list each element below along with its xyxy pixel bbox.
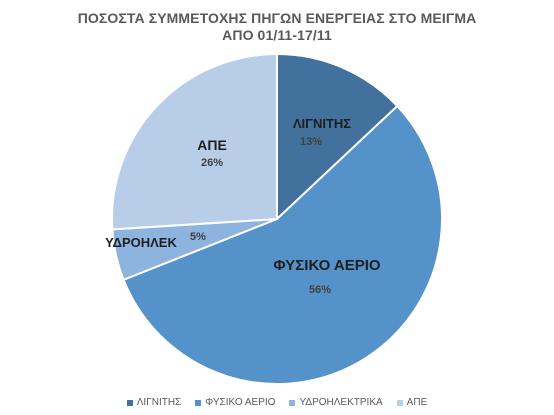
legend-label-lignite: ΛΙΓΝΙΤΗΣ [136, 397, 182, 408]
legend-label-res: ΑΠΕ [406, 397, 428, 408]
pie-slice-natural-gas [122, 104, 443, 385]
slice-label-res: ΑΠΕ [197, 137, 227, 153]
slice-percent-natural-gas: 56% [309, 284, 331, 296]
legend-item-lignite: ΛΙΓΝΙΤΗΣ [126, 397, 182, 408]
legend-item-hydro: ΥΔΡΟΗΛΕΚΤΡΙΚΑ [289, 397, 383, 408]
chart-legend: ΛΙΓΝΙΤΗΣ ΦΥΣΙΚΟ ΑΕΡΙΟ ΥΔΡΟΗΛΕΚΤΡΙΚΑ ΑΠΕ [0, 397, 554, 408]
pie-slice-res [111, 52, 278, 231]
slice-percent-lignite: 13% [300, 136, 322, 148]
legend-swatch-hydro [289, 399, 296, 406]
pie-labels: ΛΙΓΝΙΤΗΣ 13% ΦΥΣΙΚΟ ΑΕΡΙΟ 56% ΥΔΡΟΗΛΕΚ 5% ΑΠΕ 2… [105, 116, 381, 296]
chart-title-line-2: ΑΠΟ 01/11-17/11 [222, 27, 332, 43]
chart-title-line-1: ΠΟΣΟΣΤΑ ΣΥΜΜΕΤΟΧΗΣ ΠΗΓΩΝ ΕΝΕΡΓΕΙΑΣ ΣΤΟ Μ… [77, 10, 477, 26]
slice-label-natural-gas: ΦΥΣΙΚΟ ΑΕΡΙΟ [273, 257, 381, 274]
legend-label-natural-gas: ΦΥΣΙΚΟ ΑΕΡΙΟ [205, 397, 276, 408]
legend-swatch-lignite [126, 399, 133, 406]
legend-swatch-res [396, 399, 403, 406]
legend-swatch-natural-gas [195, 399, 202, 406]
legend-item-res: ΑΠΕ [396, 397, 428, 408]
slice-label-lignite: ΛΙΓΝΙΤΗΣ [293, 116, 351, 131]
legend-label-hydro: ΥΔΡΟΗΛΕΚΤΡΙΚΑ [299, 397, 383, 408]
pie-slice-lignite [276, 52, 399, 222]
pie-slices [111, 52, 443, 385]
slice-percent-hydro: 5% [190, 231, 206, 243]
legend-item-natural-gas: ΦΥΣΙΚΟ ΑΕΡΙΟ [195, 397, 275, 408]
slice-label-hydro: ΥΔΡΟΗΛΕΚ [105, 235, 177, 250]
slice-percent-res: 26% [201, 157, 223, 169]
